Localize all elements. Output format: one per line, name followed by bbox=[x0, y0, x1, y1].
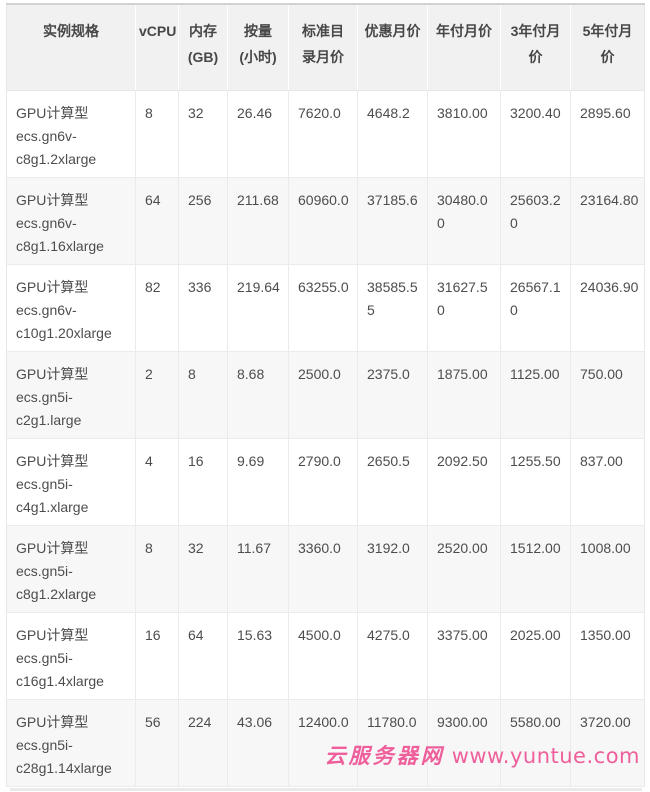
cell-discount-monthly: 4275.0 bbox=[357, 612, 428, 700]
cell-discount-monthly: 11780.0 bbox=[357, 699, 428, 787]
cell-standard-monthly: 12400.0 bbox=[288, 699, 358, 787]
cell-standard-monthly: 60960.0 bbox=[288, 177, 358, 265]
cell-hourly-price: 9.69 bbox=[227, 438, 289, 526]
cell-vcpu: 16 bbox=[135, 612, 179, 700]
cell-discount-monthly: 2375.0 bbox=[357, 351, 428, 439]
table-row: GPU计算型 ecs.gn6v- c8g1.16xlarge 64 256 211.6… bbox=[6, 177, 645, 265]
cell-vcpu: 2 bbox=[135, 351, 179, 439]
cell-discount-monthly: 3192.0 bbox=[357, 525, 428, 613]
column-header-hourly-price: 按量 (小时) bbox=[227, 4, 289, 91]
cell-hourly-price: 8.68 bbox=[227, 351, 289, 439]
cell-annual-monthly: 3810.00 bbox=[427, 90, 501, 178]
cell-annual-monthly: 1875.00 bbox=[427, 351, 501, 439]
cell-hourly-price: 15.63 bbox=[227, 612, 289, 700]
cell-vcpu: 64 bbox=[135, 177, 179, 265]
table-row: GPU计算型 ecs.gn5i- c28g1.14xlarge 56 224 43.0… bbox=[6, 699, 645, 787]
instance-spec-cell: GPU计算型 ecs.gn6v- c8g1.16xlarge bbox=[6, 177, 136, 265]
cell-memory-gb: 224 bbox=[178, 699, 228, 787]
cell-three-year-monthly: 25603.20 bbox=[500, 177, 571, 265]
table-row: GPU计算型 ecs.gn5i- c8g1.2xlarge 8 32 11.67 336… bbox=[6, 525, 645, 613]
cell-vcpu: 82 bbox=[135, 264, 179, 352]
cell-five-year-monthly: 837.00 bbox=[570, 438, 645, 526]
gpu-pricing-table: 实例规格 vCPU 内存 (GB) 按量 (小时) 标准目 录月价 优惠月价 年付月价 3年付… bbox=[6, 3, 645, 787]
table-row: GPU计算型 ecs.gn5i- c4g1.xlarge 4 16 9.69 2790.… bbox=[6, 438, 645, 526]
cell-discount-monthly: 37185.6 bbox=[357, 177, 428, 265]
cell-three-year-monthly: 2025.00 bbox=[500, 612, 571, 700]
cell-annual-monthly: 3375.00 bbox=[427, 612, 501, 700]
cell-hourly-price: 211.68 bbox=[227, 177, 289, 265]
column-header-vcpu: vCPU bbox=[135, 4, 179, 91]
cell-standard-monthly: 2790.0 bbox=[288, 438, 358, 526]
cell-five-year-monthly: 2895.60 bbox=[570, 90, 645, 178]
table-row: GPU计算型 ecs.gn5i- c16g1.4xlarge 16 64 15.63 4… bbox=[6, 612, 645, 700]
column-header-standard-monthly: 标准目 录月价 bbox=[288, 4, 358, 91]
cell-vcpu: 4 bbox=[135, 438, 179, 526]
cell-hourly-price: 11.67 bbox=[227, 525, 289, 613]
table-body: GPU计算型 ecs.gn6v- c8g1.2xlarge 8 32 26.46 762… bbox=[6, 90, 645, 787]
column-header-memory-gb: 内存 (GB) bbox=[178, 4, 228, 91]
cell-annual-monthly: 2092.50 bbox=[427, 438, 501, 526]
cell-five-year-monthly: 23164.80 bbox=[570, 177, 645, 265]
cell-three-year-monthly: 5580.00 bbox=[500, 699, 571, 787]
cell-hourly-price: 43.06 bbox=[227, 699, 289, 787]
pricing-table-container: 实例规格 vCPU 内存 (GB) 按量 (小时) 标准目 录月价 优惠月价 年付月价 3年付… bbox=[6, 3, 645, 787]
cell-five-year-monthly: 24036.90 bbox=[570, 264, 645, 352]
cell-vcpu: 8 bbox=[135, 90, 179, 178]
cell-discount-monthly: 2650.5 bbox=[357, 438, 428, 526]
cell-memory-gb: 32 bbox=[178, 90, 228, 178]
instance-spec-cell: GPU计算型 ecs.gn6v- c8g1.2xlarge bbox=[6, 90, 136, 178]
table-row: GPU计算型 ecs.gn6v- c8g1.2xlarge 8 32 26.46 762… bbox=[6, 90, 645, 178]
column-header-three-year-monthly: 3年付月 价 bbox=[500, 4, 571, 91]
instance-spec-cell: GPU计算型 ecs.gn5i- c2g1.large bbox=[6, 351, 136, 439]
instance-spec-cell: GPU计算型 ecs.gn5i- c28g1.14xlarge bbox=[6, 699, 136, 787]
cell-standard-monthly: 4500.0 bbox=[288, 612, 358, 700]
cell-discount-monthly: 4648.2 bbox=[357, 90, 428, 178]
cell-three-year-monthly: 1512.00 bbox=[500, 525, 571, 613]
cell-annual-monthly: 9300.00 bbox=[427, 699, 501, 787]
cell-five-year-monthly: 1008.00 bbox=[570, 525, 645, 613]
cell-three-year-monthly: 1125.00 bbox=[500, 351, 571, 439]
column-header-five-year-monthly: 5年付月 价 bbox=[570, 4, 645, 91]
cell-memory-gb: 256 bbox=[178, 177, 228, 265]
cell-standard-monthly: 2500.0 bbox=[288, 351, 358, 439]
instance-spec-cell: GPU计算型 ecs.gn5i- c4g1.xlarge bbox=[6, 438, 136, 526]
cell-annual-monthly: 30480.00 bbox=[427, 177, 501, 265]
column-header-discount-monthly: 优惠月价 bbox=[357, 4, 428, 91]
table-header: 实例规格 vCPU 内存 (GB) 按量 (小时) 标准目 录月价 优惠月价 年付月价 3年付… bbox=[6, 4, 645, 91]
cell-three-year-monthly: 3200.40 bbox=[500, 90, 571, 178]
cell-five-year-monthly: 3720.00 bbox=[570, 699, 645, 787]
cell-five-year-monthly: 750.00 bbox=[570, 351, 645, 439]
instance-spec-cell: GPU计算型 ecs.gn6v- c10g1.20xlarge bbox=[6, 264, 136, 352]
table-row: GPU计算型 ecs.gn5i- c2g1.large 2 8 8.68 2500.0 2… bbox=[6, 351, 645, 439]
cell-hourly-price: 26.46 bbox=[227, 90, 289, 178]
cell-standard-monthly: 63255.0 bbox=[288, 264, 358, 352]
instance-spec-cell: GPU计算型 ecs.gn5i- c16g1.4xlarge bbox=[6, 612, 136, 700]
cell-three-year-monthly: 26567.10 bbox=[500, 264, 571, 352]
table-row: GPU计算型 ecs.gn6v- c10g1.20xlarge 82 336 219.… bbox=[6, 264, 645, 352]
cell-memory-gb: 336 bbox=[178, 264, 228, 352]
cell-discount-monthly: 38585.55 bbox=[357, 264, 428, 352]
cell-vcpu: 8 bbox=[135, 525, 179, 613]
cell-vcpu: 56 bbox=[135, 699, 179, 787]
cell-hourly-price: 219.64 bbox=[227, 264, 289, 352]
header-row: 实例规格 vCPU 内存 (GB) 按量 (小时) 标准目 录月价 优惠月价 年付月价 3年付… bbox=[6, 4, 645, 91]
column-header-annual-monthly: 年付月价 bbox=[427, 4, 501, 91]
cell-memory-gb: 8 bbox=[178, 351, 228, 439]
cell-five-year-monthly: 1350.00 bbox=[570, 612, 645, 700]
cell-memory-gb: 64 bbox=[178, 612, 228, 700]
cell-annual-monthly: 31627.50 bbox=[427, 264, 501, 352]
table-bottom-shadow bbox=[10, 788, 642, 791]
cell-standard-monthly: 7620.0 bbox=[288, 90, 358, 178]
cell-memory-gb: 32 bbox=[178, 525, 228, 613]
cell-annual-monthly: 2520.00 bbox=[427, 525, 501, 613]
cell-memory-gb: 16 bbox=[178, 438, 228, 526]
cell-standard-monthly: 3360.0 bbox=[288, 525, 358, 613]
instance-spec-cell: GPU计算型 ecs.gn5i- c8g1.2xlarge bbox=[6, 525, 136, 613]
cell-three-year-monthly: 1255.50 bbox=[500, 438, 571, 526]
column-header-spec: 实例规格 bbox=[6, 4, 136, 91]
